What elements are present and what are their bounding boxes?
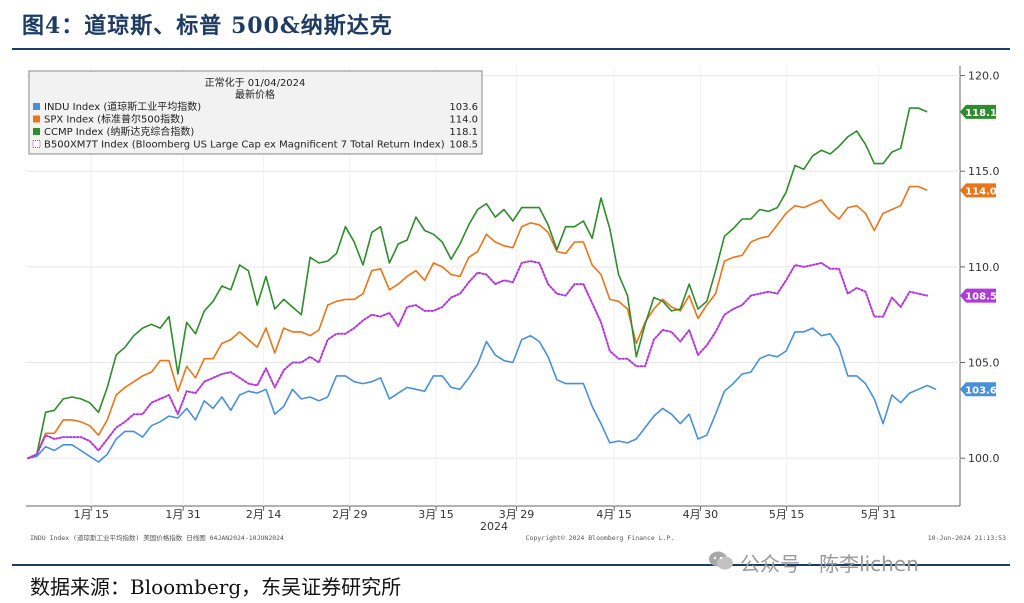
line-chart: 100.0 105.0 110.0 115.0 120.0 1月 15 1月 31 2月 1… [26,66,1012,542]
y-axis-panel [960,66,1012,506]
y-axis-ticks: 100.0 105.0 110.0 115.0 120.0 [960,70,1000,465]
y-tick-label: 120.0 [968,70,1000,83]
legend-value: 118.1 [449,127,478,138]
series-line-2 [27,107,928,459]
legend-value: 103.6 [449,102,478,113]
legend-header-2: 最新价格 [235,88,275,101]
x-year-label: 2024 [480,520,508,533]
legend-value: 114.0 [449,115,478,126]
legend-name: SPX Index (标准普尔500指数) [44,113,184,126]
x-tick-label: 5月 31 [861,508,897,521]
x-tick-label: 3月 15 [418,508,454,521]
series-line-1 [27,185,928,459]
legend-box [28,70,483,155]
source-note: 数据来源：Bloomberg，东吴证券研究所 [30,575,402,599]
legend-rows: INDU Index (道琼斯工业平均指数) 103.6 SPX Index (标准… [32,100,478,151]
footer-center: Copyright© 2024 Bloomberg Finance L.P. [526,534,675,542]
x-tick-label: 2月 14 [246,508,282,521]
legend-swatch [33,128,40,135]
footer-left: INDU Index (道琼斯工业平均指数) 美国价格指数 日线图 04JAN2… [30,533,284,542]
end-label-1: 114.0 [960,183,997,198]
watermark-text: 公众号 · 陈李lichen [740,552,919,576]
y-tick-label: 105.0 [968,357,1000,370]
x-tick-label: 3月 29 [499,508,535,521]
bottom-rule [12,564,1010,566]
legend-header-1: 正常化于 01/04/2024 [205,76,306,89]
end-label-box [960,183,996,198]
end-label-text: 114.0 [965,186,997,197]
end-label-2: 118.1 [960,104,997,119]
legend-swatch [33,103,40,110]
y-tick-label: 110.0 [968,261,1000,274]
x-tick-label: 1月 31 [165,508,201,521]
footer-right: 10-Jun-2024 21:13:53 [928,534,1006,542]
x-axis-ticks: 1月 15 1月 31 2月 14 2月 29 3月 15 3月 29 4月 15 4月 30… [73,506,896,521]
end-label-box [960,288,996,303]
end-label-3: 108.5 [960,288,997,303]
legend-swatch [32,140,41,148]
series-line-0 [27,327,937,463]
legend: 正常化于 01/04/2024 最新价格 INDU Index (道琼斯工业平均… [28,70,483,155]
end-label-text: 103.6 [965,385,997,396]
x-tick-label: 4月 15 [596,508,632,521]
legend-value: 108.5 [449,140,478,151]
legend-swatch [33,115,40,123]
x-tick-label: 4月 30 [683,508,719,521]
end-label-text: 118.1 [965,108,997,119]
end-label-text: 108.5 [965,292,997,303]
legend-name: CCMP Index (纳斯达克综合指数) [44,125,194,138]
legend-name: INDU Index (道琼斯工业平均指数) [44,100,201,113]
x-tick-label: 2月 29 [332,508,368,521]
y-tick-label: 115.0 [968,165,1000,178]
x-tick-label: 5月 15 [769,508,805,521]
end-label-box [960,104,996,119]
end-label-0: 103.6 [960,382,997,397]
x-tick-label: 1月 15 [73,508,109,521]
top-rule [12,48,1010,50]
legend-name: B500XM7T Index (Bloomberg US Large Cap e… [44,140,445,151]
end-labels: 103.6 114.0 118.1 108.5 [960,104,997,397]
series-line-3 [27,260,929,460]
series-layer [27,107,937,463]
wechat-icon [709,551,733,570]
y-tick-label: 100.0 [968,452,1000,465]
figure-title: 图4：道琼斯、标普 500&纳斯达克 [22,13,393,39]
end-label-box [960,382,996,397]
